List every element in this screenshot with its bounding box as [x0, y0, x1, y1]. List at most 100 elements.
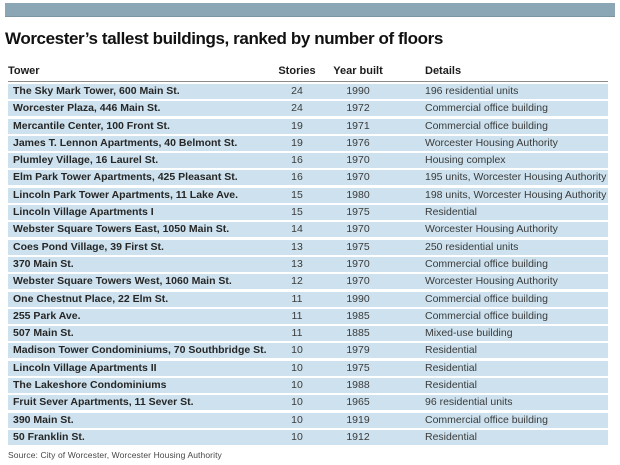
cell-tower: Fruit Sever Apartments, 11 Sever St. [13, 396, 194, 409]
table-row: The Lakeshore Condominiums 10 1988 Resid… [8, 378, 608, 394]
cell-details: Commercial office building [425, 292, 548, 305]
cell-tower: Lincoln Village Apartments II [13, 361, 157, 374]
cell-details: 196 residential units [425, 85, 519, 97]
cell-year-built: 1990 [346, 292, 370, 305]
cell-year-built: 1970 [346, 257, 370, 270]
cell-tower: Madison Tower Condominiums, 70 Southbrid… [13, 344, 266, 357]
top-accent-bar [5, 3, 615, 17]
table-row: Webster Square Towers East, 1050 Main St… [8, 222, 608, 238]
cell-details: 96 residential units [425, 396, 513, 409]
cell-stories: 24 [291, 85, 303, 97]
table-row: 370 Main St. 13 1970 Commercial office b… [8, 256, 608, 272]
cell-year-built: 1970 [346, 154, 370, 167]
table-row: Mercantile Center, 100 Front St. 19 1971… [8, 118, 608, 134]
cell-stories: 15 [291, 206, 303, 219]
cell-stories: 15 [291, 188, 303, 201]
cell-year-built: 1988 [346, 379, 370, 392]
cell-year-built: 1976 [346, 136, 370, 149]
cell-details: Residential [425, 430, 477, 443]
cell-tower: Mercantile Center, 100 Front St. [13, 119, 170, 132]
cell-tower: The Lakeshore Condominiums [13, 379, 167, 392]
column-header-tower: Tower [8, 65, 40, 77]
cell-stories: 11 [291, 309, 303, 322]
cell-tower: Lincoln Village Apartments I [13, 206, 154, 219]
cell-details: Commercial office building [425, 309, 548, 322]
cell-details: Worcester Housing Authority [425, 223, 558, 236]
cell-stories: 11 [291, 327, 303, 340]
cell-tower: 370 Main St. [13, 257, 74, 270]
table-row: Lincoln Park Tower Apartments, 11 Lake A… [8, 187, 608, 203]
cell-stories: 11 [291, 292, 303, 305]
table-row: Coes Pond Village, 39 First St. 13 1975 … [8, 239, 608, 255]
cell-stories: 10 [291, 344, 303, 357]
cell-tower: Coes Pond Village, 39 First St. [13, 240, 164, 253]
cell-year-built: 1970 [346, 171, 370, 184]
cell-details: Housing complex [425, 154, 506, 167]
cell-year-built: 1919 [346, 413, 370, 426]
table-row: Worcester Plaza, 446 Main St. 24 1972 Co… [8, 101, 608, 117]
cell-tower: Plumley Village, 16 Laurel St. [13, 154, 159, 167]
cell-details: Mixed-use building [425, 327, 513, 340]
cell-stories: 10 [291, 361, 303, 374]
cell-year-built: 1980 [346, 188, 370, 201]
cell-tower: Worcester Plaza, 446 Main St. [13, 102, 161, 115]
cell-details: Residential [425, 361, 477, 374]
cell-stories: 19 [291, 136, 303, 149]
cell-tower: 50 Franklin St. [13, 430, 85, 443]
cell-year-built: 1971 [346, 119, 370, 132]
table-row: Madison Tower Condominiums, 70 Southbrid… [8, 343, 608, 359]
cell-year-built: 1990 [346, 85, 370, 97]
cell-year-built: 1970 [346, 275, 370, 288]
cell-details: Commercial office building [425, 413, 548, 426]
cell-stories: 10 [291, 379, 303, 392]
table-row: Webster Square Towers West, 1060 Main St… [8, 274, 608, 290]
table-body: The Sky Mark Tower, 600 Main St. 24 1990… [8, 84, 608, 447]
table-row: Lincoln Village Apartments II 10 1975 Re… [8, 360, 608, 376]
cell-tower: James T. Lennon Apartments, 40 Belmont S… [13, 136, 238, 149]
cell-tower: 390 Main St. [13, 413, 74, 426]
cell-stories: 16 [291, 171, 303, 184]
cell-tower: Elm Park Tower Apartments, 425 Pleasant … [13, 171, 238, 184]
cell-details: 198 units, Worcester Housing Authority [425, 188, 607, 201]
cell-year-built: 1985 [346, 309, 370, 322]
table-header: Tower Stories Year built Details [8, 63, 608, 82]
table-row: The Sky Mark Tower, 600 Main St. 24 1990… [8, 84, 608, 99]
table-row: One Chestnut Place, 22 Elm St. 11 1990 C… [8, 291, 608, 307]
cell-tower: Lincoln Park Tower Apartments, 11 Lake A… [13, 188, 239, 201]
cell-stories: 10 [291, 430, 303, 443]
cell-details: Residential [425, 379, 477, 392]
cell-year-built: 1970 [346, 223, 370, 236]
cell-tower: 507 Main St. [13, 327, 74, 340]
table-row: 50 Franklin St. 10 1912 Residential [8, 429, 608, 445]
cell-tower: Webster Square Towers West, 1060 Main St… [13, 275, 232, 288]
cell-tower: 255 Park Ave. [13, 309, 81, 322]
chart-title: Worcester’s tallest buildings, ranked by… [5, 29, 443, 48]
cell-details: Worcester Housing Authority [425, 275, 558, 288]
cell-year-built: 1975 [346, 206, 370, 219]
column-header-stories: Stories [278, 65, 316, 77]
table-row: 507 Main St. 11 1885 Mixed-use building [8, 326, 608, 342]
table-row: Lincoln Village Apartments I 15 1975 Res… [8, 205, 608, 221]
cell-year-built: 1972 [346, 102, 370, 115]
cell-year-built: 1912 [346, 430, 370, 443]
cell-stories: 12 [291, 275, 303, 288]
cell-stories: 14 [291, 223, 303, 236]
cell-details: 250 residential units [425, 240, 519, 253]
cell-stories: 16 [291, 154, 303, 167]
column-header-year-built: Year built [333, 65, 383, 77]
cell-stories: 19 [291, 119, 303, 132]
cell-stories: 10 [291, 413, 303, 426]
cell-details: Commercial office building [425, 102, 548, 115]
cell-tower: Webster Square Towers East, 1050 Main St… [13, 223, 230, 236]
cell-year-built: 1975 [346, 361, 370, 374]
cell-stories: 13 [291, 240, 303, 253]
cell-stories: 10 [291, 396, 303, 409]
cell-details: Residential [425, 206, 477, 219]
table-row: Elm Park Tower Apartments, 425 Pleasant … [8, 170, 608, 186]
cell-details: Worcester Housing Authority [425, 136, 558, 149]
cell-year-built: 1979 [346, 344, 370, 357]
cell-details: Residential [425, 344, 477, 357]
cell-year-built: 1975 [346, 240, 370, 253]
table-row: Fruit Sever Apartments, 11 Sever St. 10 … [8, 395, 608, 411]
